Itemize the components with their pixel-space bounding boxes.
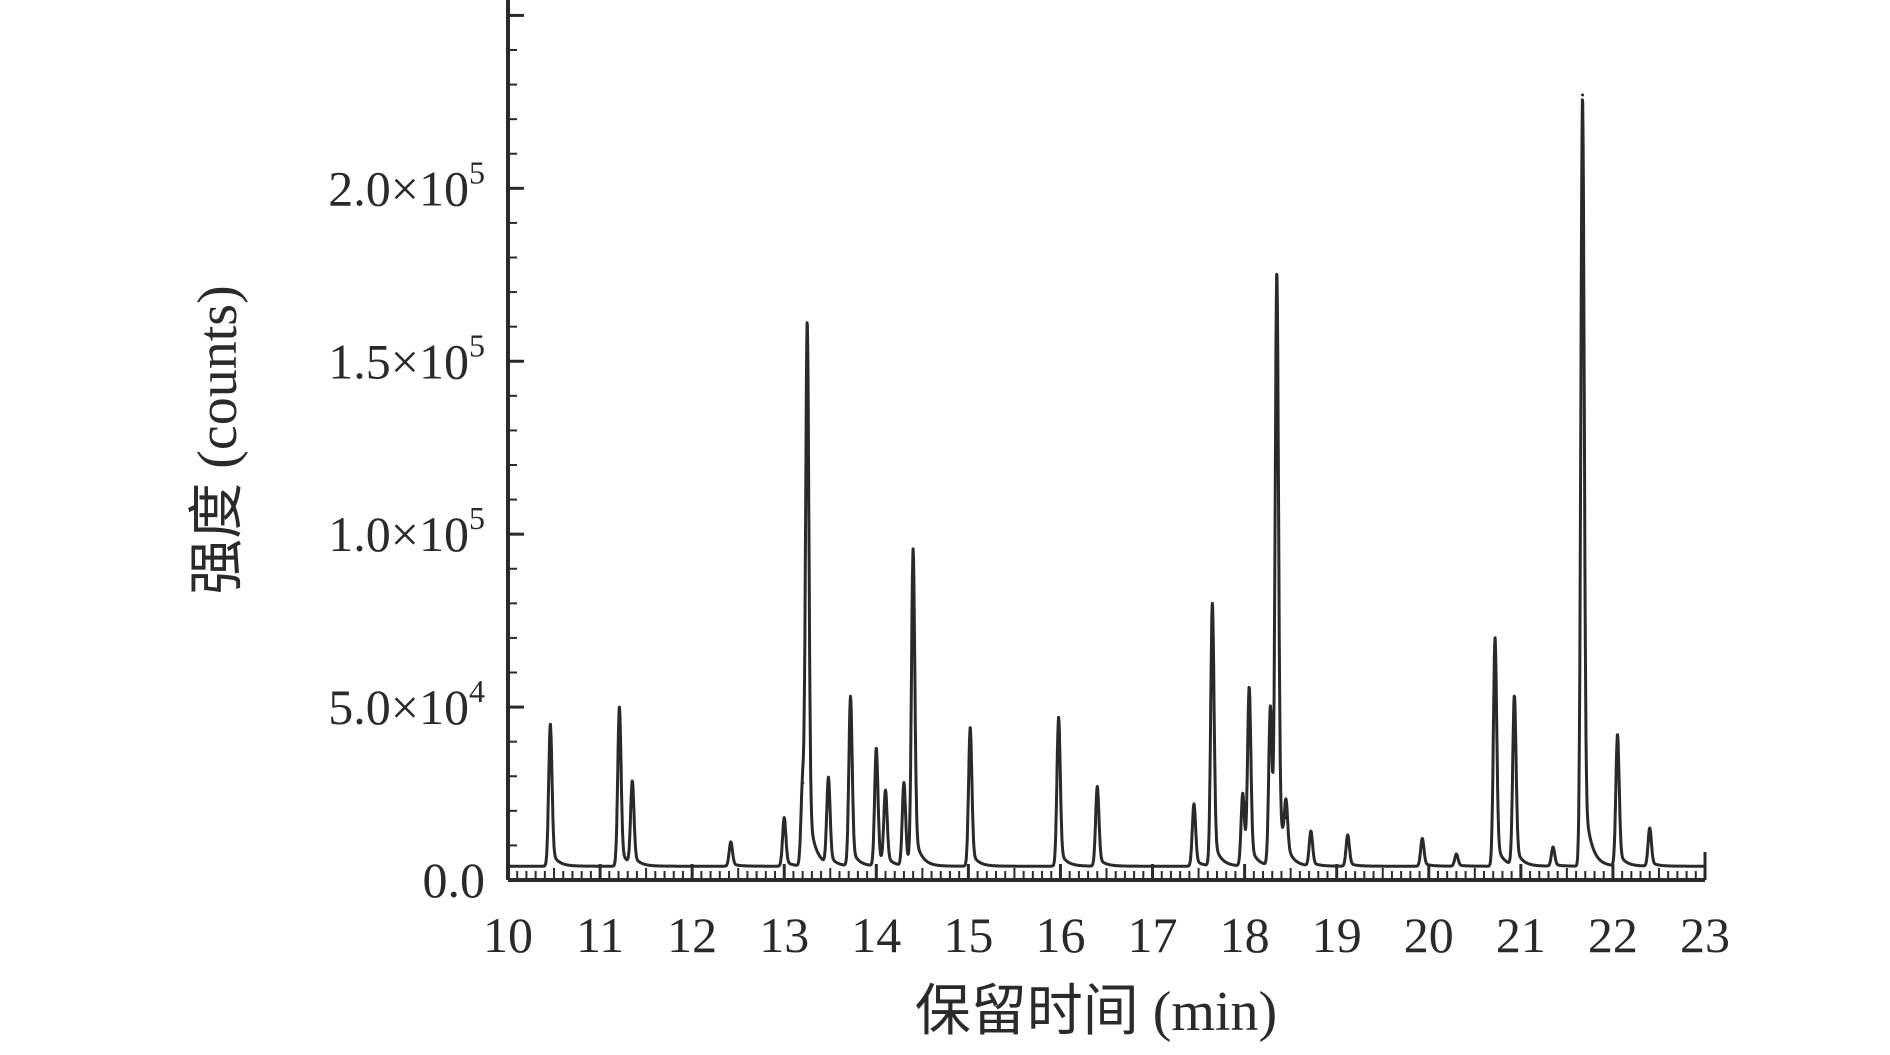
peak-apex	[630, 781, 634, 785]
peak-apex	[1512, 695, 1516, 699]
peak-apex	[1454, 852, 1458, 856]
peak-apex	[729, 840, 733, 844]
peak-apex	[1268, 705, 1272, 709]
y-tick-label: 1.5×105	[328, 327, 485, 389]
peak-apex	[1057, 715, 1061, 719]
x-tick-labels: 10 11 12 13 14 15 16 17 18 19 20 21 22 23	[483, 907, 1730, 963]
x-tick-label: 20	[1404, 907, 1454, 963]
x-tick-label: 19	[1312, 907, 1362, 963]
peak-apex	[782, 816, 786, 820]
peak-apex	[1284, 816, 1288, 820]
peak-apex	[1346, 833, 1350, 837]
x-axis-title: 保留时间 (min)	[915, 981, 1277, 1043]
peak-apex	[884, 792, 888, 796]
peak-apex	[617, 705, 621, 709]
axes	[506, 0, 1707, 882]
y-tick-exponent: 4	[469, 673, 485, 709]
peak-apex	[1493, 636, 1497, 640]
peak-apex	[902, 781, 906, 785]
peak-apex	[826, 778, 830, 782]
peak-apex	[548, 722, 552, 726]
y-tick-mantissa: 5.0×10	[328, 679, 469, 735]
y-tick-label: 2.0×105	[328, 154, 485, 216]
x-tick-label: 16	[1035, 907, 1085, 963]
peak-apex	[1241, 792, 1245, 796]
x-tick-label: 22	[1588, 907, 1638, 963]
y-tick-label: 5.0×104	[328, 673, 485, 735]
peak-apex	[1420, 837, 1424, 840]
peak-apex	[1095, 785, 1099, 789]
y-tick-mantissa: 1.0×10	[328, 506, 469, 562]
peak-apex	[968, 726, 972, 730]
x-tick-label: 17	[1128, 907, 1178, 963]
y-tick-exponent: 5	[469, 154, 485, 190]
y-tick-label: 1.0×105	[328, 500, 485, 562]
peak-apex	[801, 781, 805, 785]
peak-apex	[1210, 601, 1214, 605]
x-tick-label: 13	[759, 907, 809, 963]
peak-apex	[1247, 688, 1251, 692]
x-tick-label: 15	[943, 907, 993, 963]
y-tick-exponent: 5	[469, 500, 485, 536]
y-tick-exponent: 5	[469, 327, 485, 363]
x-tick-label: 12	[667, 907, 717, 963]
x-tick-label: 23	[1680, 907, 1730, 963]
chromatogram-trace	[506, 98, 1707, 868]
peak-apex	[1309, 830, 1313, 834]
peak-apex	[1581, 93, 1585, 97]
peak-apex	[1192, 802, 1196, 806]
y-tick-mantissa: 0.0	[423, 852, 486, 908]
peak-apex	[1616, 733, 1620, 737]
peak-apex	[805, 325, 809, 329]
peak-apex	[1648, 826, 1652, 830]
y-tick-mantissa: 2.0×10	[328, 160, 469, 216]
peak-apex	[1551, 845, 1555, 849]
y-tick-label: 0.0	[423, 852, 486, 908]
x-tick-label: 11	[576, 907, 624, 963]
y-tick-mantissa: 1.5×10	[328, 333, 469, 389]
x-tick-label: 18	[1220, 907, 1270, 963]
peak-apex	[1275, 276, 1279, 280]
series-layer	[506, 93, 1707, 868]
x-tick-label: 14	[851, 907, 901, 963]
x-tick-label: 21	[1496, 907, 1546, 963]
peak-apex	[911, 549, 915, 553]
peak-apex	[874, 747, 878, 751]
peak-apex	[849, 695, 853, 699]
y-axis-title: 强度 (counts)	[187, 285, 249, 595]
x-tick-label: 10	[483, 907, 533, 963]
